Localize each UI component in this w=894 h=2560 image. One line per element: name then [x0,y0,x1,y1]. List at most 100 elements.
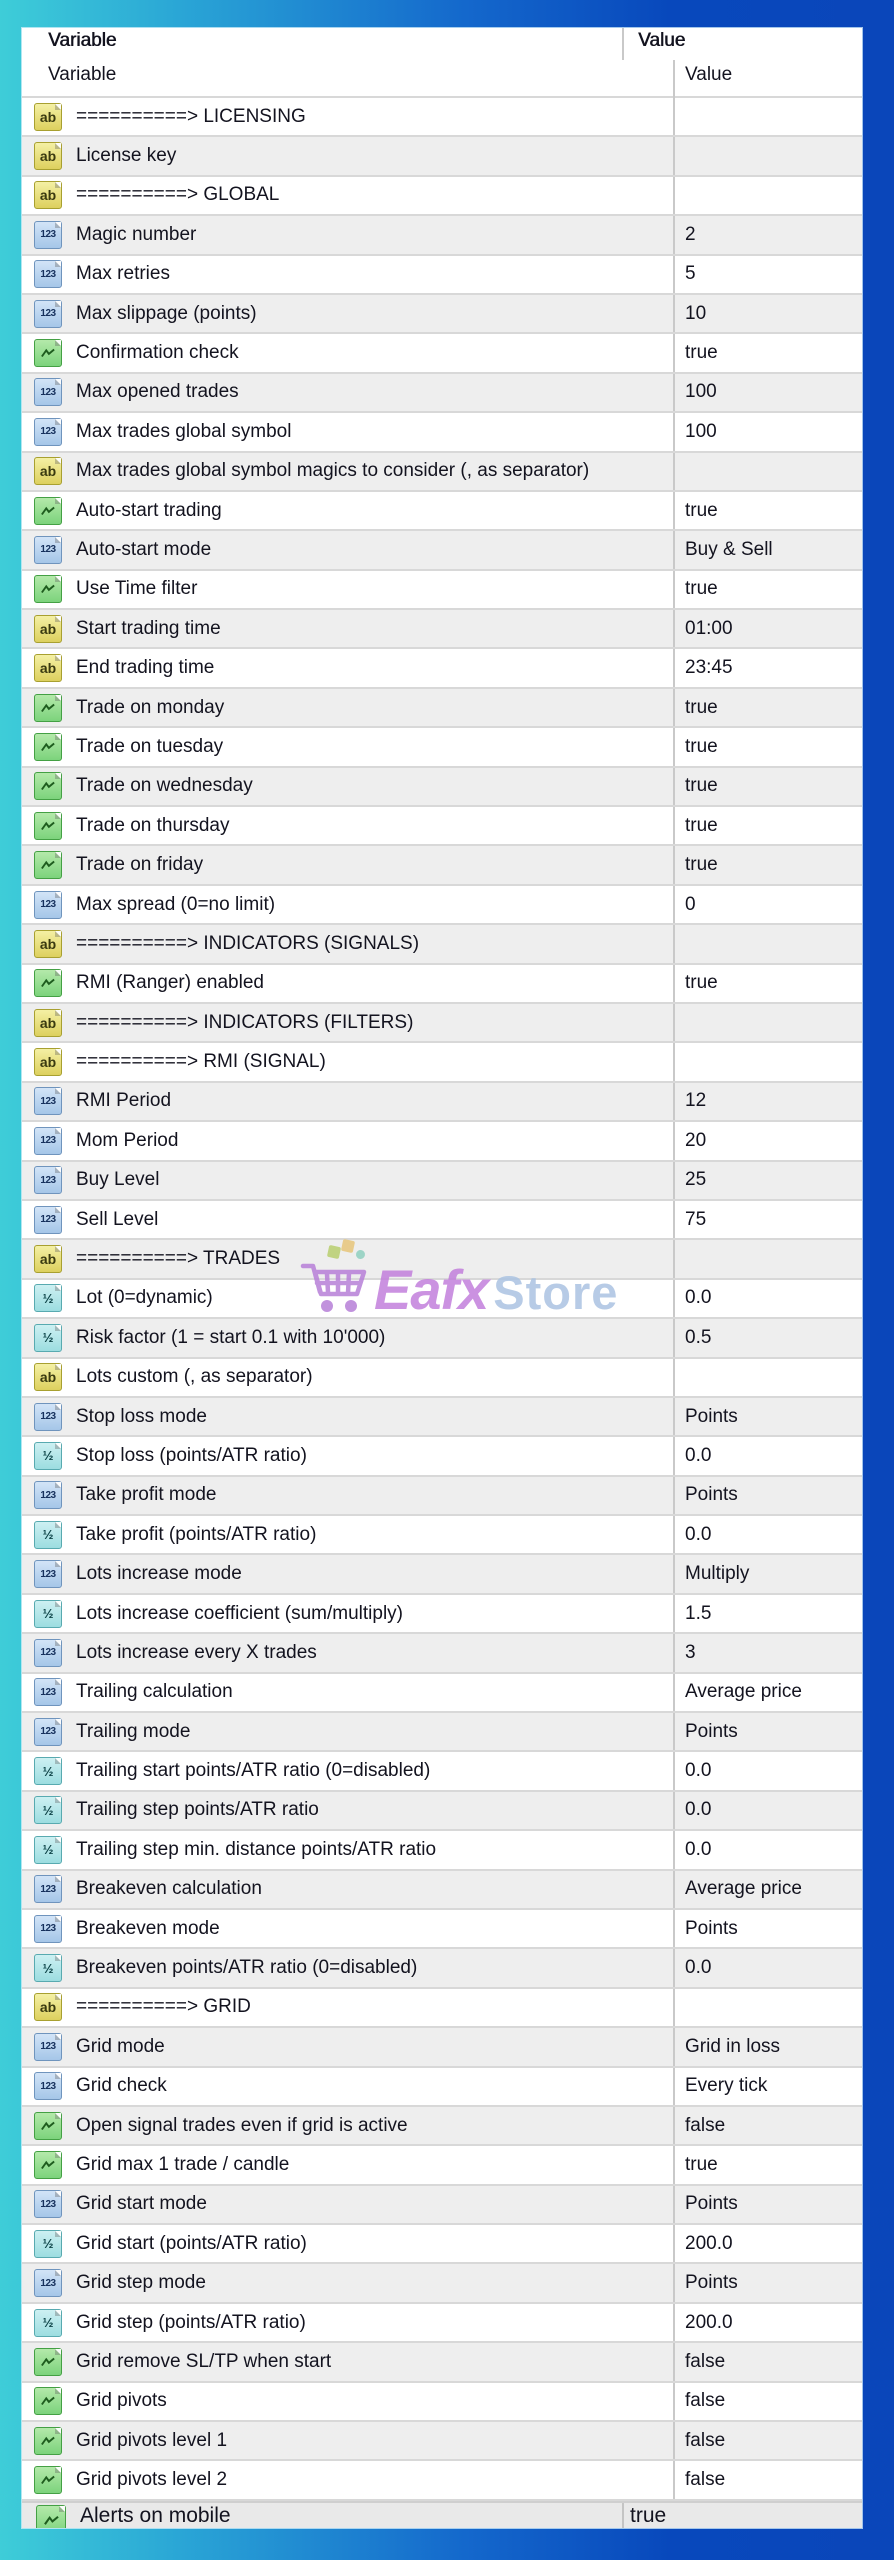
table-row[interactable]: 123 Trailing calculation Average price [22,1673,862,1714]
parameter-value[interactable]: false [685,2469,726,2491]
table-row[interactable]: ab Lots custom (, as separator) [22,1358,862,1398]
table-row[interactable]: Trade on tuesday true [22,728,862,768]
table-row[interactable]: ½ Lots increase coefficient (sum/multiply… [22,1594,862,1635]
table-row[interactable]: 123 Max slippage (points) 10 [22,294,862,335]
table-row[interactable]: 123 Max spread (0=no limit) 0 [22,885,862,926]
parameter-value[interactable]: true [685,342,718,364]
table-row[interactable]: ½ Grid step (points/ATR ratio) 200.0 [22,2303,862,2344]
table-row[interactable]: 123 Take profit mode Points [22,1476,862,1517]
parameter-value[interactable]: 0.0 [685,1957,712,1979]
table-row[interactable]: 123 Grid mode Grid in loss [22,2028,862,2068]
parameter-value[interactable]: 23:45 [685,657,733,679]
table-row[interactable]: ab ==========> INDICATORS (SIGNALS) [22,925,862,965]
table-row[interactable]: 123 Grid check Every tick [22,2067,862,2107]
parameter-value[interactable]: 0.5 [685,1326,712,1348]
table-row[interactable]: 123 Auto-start mode Buy & Sell [22,531,862,571]
parameter-value[interactable]: false [685,2390,726,2412]
table-row[interactable]: Open signal trades even if grid is activ… [22,2106,862,2147]
parameter-value[interactable]: Average price [685,1878,802,1900]
parameter-value[interactable]: true [630,2504,667,2527]
table-row[interactable]: Trade on friday true [22,846,862,886]
table-row[interactable]: ab ==========> GLOBAL [22,176,862,217]
parameter-value[interactable]: 1.5 [685,1602,712,1624]
parameter-value[interactable]: 200.0 [685,2311,733,2333]
table-row[interactable]: Grid pivots false [22,2382,862,2423]
parameter-value[interactable]: 100 [685,381,717,403]
table-row[interactable]: ½ Grid start (points/ATR ratio) 200.0 [22,2225,862,2265]
table-row[interactable]: ½ Breakeven points/ATR ratio (0=disabled)… [22,1949,862,1989]
table-row[interactable]: ab ==========> LICENSING [22,98,862,138]
parameter-value[interactable]: Points [685,1917,738,1939]
table-row[interactable]: ½ Trailing start points/ATR ratio (0=disa… [22,1752,862,1792]
table-row[interactable]: 123 Grid start mode Points [22,2185,862,2226]
parameter-value[interactable]: 12 [685,1090,707,1112]
parameter-value[interactable]: false [685,2429,726,2451]
table-row[interactable]: 123 Lots increase every X trades 3 [22,1634,862,1674]
table-row[interactable]: 123 Max opened trades 100 [22,373,862,414]
parameter-value[interactable]: Points [685,1405,738,1427]
parameter-value[interactable]: true [685,2154,718,2175]
table-row[interactable]: ½ Stop loss (points/ATR ratio) 0.0 [22,1437,862,1477]
table-row[interactable]: Trade on thursday true [22,807,862,847]
table-row[interactable]: ½ Lot (0=dynamic) 0.0 [22,1279,862,1320]
parameter-value[interactable]: false [685,2114,726,2136]
parameter-value[interactable]: true [685,972,718,994]
parameter-value[interactable]: 0.0 [685,1523,712,1545]
parameter-value[interactable]: true [685,696,718,718]
parameter-value[interactable]: Grid in loss [685,2035,781,2057]
parameter-value[interactable]: Multiply [685,1563,750,1585]
parameter-value[interactable]: Buy & Sell [685,538,773,560]
table-row[interactable]: ab End trading time 23:45 [22,649,862,689]
table-row[interactable]: 123 Max retries 5 [22,255,862,295]
parameter-value[interactable]: Average price [685,1681,802,1703]
parameter-value[interactable]: true [685,775,718,797]
table-row[interactable]: ab License key [22,137,862,177]
table-row[interactable]: 123 Trailing mode Points [22,1713,862,1753]
table-row[interactable]: ab Max trades global symbol magics to con… [22,452,862,492]
parameter-value[interactable]: 0.0 [685,1444,712,1466]
table-row[interactable]: Grid pivots level 2 false [22,2461,862,2501]
table-row[interactable]: Use Time filter true [22,570,862,611]
parameter-value[interactable]: 0.0 [685,1760,712,1782]
table-row[interactable]: ab ==========> TRADES [22,1240,862,1280]
table-row[interactable]: RMI (Ranger) enabled true [22,964,862,1004]
parameter-value[interactable]: true [685,814,718,836]
table-row[interactable]: 123 Stop loss mode Points [22,1397,862,1438]
parameter-value[interactable]: Every tick [685,2075,768,2097]
parameter-value[interactable]: true [685,854,718,876]
parameter-value[interactable]: Points [685,2272,738,2294]
table-row[interactable]: 123 Mom Period 20 [22,1122,862,1162]
table-row[interactable]: ab Start trading time 01:00 [22,610,862,650]
column-divider[interactable] [673,60,675,98]
parameter-value[interactable]: true [685,735,718,757]
parameter-value[interactable]: Points [685,1484,738,1506]
table-row[interactable]: 123 Sell Level 75 [22,1200,862,1241]
table-row[interactable]: 123 Buy Level 25 [22,1161,862,1201]
parameter-value[interactable]: true [685,499,718,521]
table-row[interactable]: Grid pivots level 1 false [22,2422,862,2462]
parameter-value[interactable]: 0.0 [685,1799,712,1821]
parameter-value[interactable]: 75 [685,1208,707,1230]
parameter-value[interactable]: 10 [685,302,707,324]
table-row[interactable]: 123 RMI Period 12 [22,1082,862,1123]
table-row[interactable]: 123 Magic number 2 [22,216,862,256]
parameter-value[interactable]: Points [685,1720,738,1742]
parameter-value[interactable]: 2 [685,223,696,245]
parameter-value[interactable]: 100 [685,420,717,442]
parameter-value[interactable]: 200.0 [685,2232,733,2254]
parameter-value[interactable]: 0 [685,893,696,915]
parameter-value[interactable]: 20 [685,1129,707,1151]
parameter-value[interactable]: Points [685,2193,738,2215]
parameter-value[interactable]: 0.0 [685,1838,712,1860]
table-row[interactable]: ½ Trailing step points/ATR ratio 0.0 [22,1791,862,1832]
parameter-value[interactable]: false [685,2350,726,2372]
table-row[interactable]: Grid max 1 trade / candle true [22,2146,862,2186]
table-row[interactable]: 123 Breakeven mode Points [22,1909,862,1950]
parameter-value[interactable]: 5 [685,263,696,285]
parameter-value[interactable]: 01:00 [685,617,733,639]
parameter-value[interactable]: 3 [685,1641,696,1663]
table-row[interactable]: 123 Max trades global symbol 100 [22,413,862,453]
table-row[interactable]: ½ Trailing step min. distance points/ATR … [22,1831,862,1871]
table-row[interactable]: Confirmation check true [22,334,862,374]
parameter-value[interactable]: 25 [685,1169,707,1191]
